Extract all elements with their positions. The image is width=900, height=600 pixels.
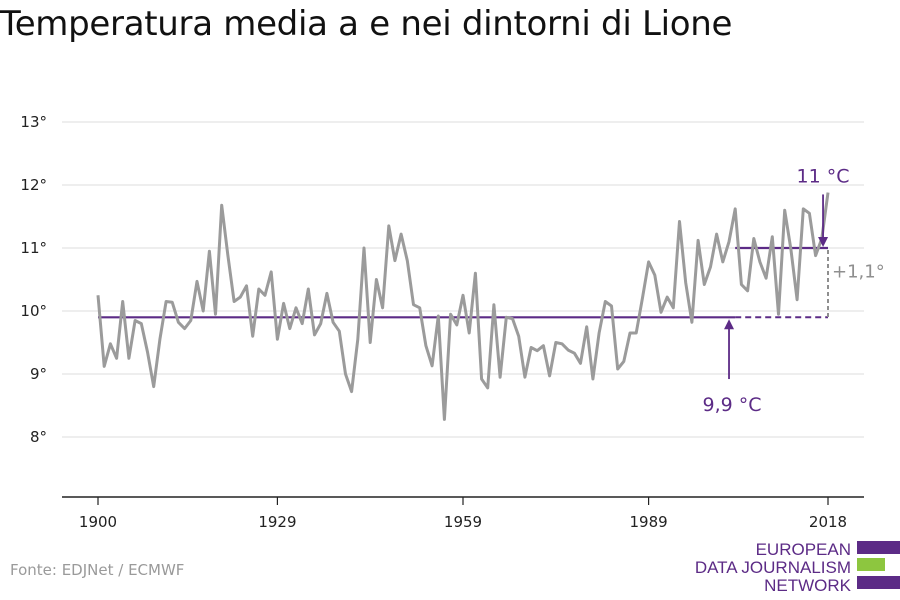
y-axis-ticks: 8° 9° 10° 11° 12° 13° xyxy=(20,113,47,446)
delta-label: +1,1° xyxy=(832,262,885,283)
x-tick-label-1959: 1959 xyxy=(444,513,482,531)
y-tick-label-8: 8° xyxy=(30,428,47,446)
x-tick-label-1900: 1900 xyxy=(79,513,117,531)
logo-bar-bottom xyxy=(857,576,900,589)
recent-average-arrowhead xyxy=(818,237,829,247)
logo-bar-middle xyxy=(857,558,885,571)
gridlines xyxy=(62,121,864,438)
logo-bar-top xyxy=(857,541,900,554)
recent-average-label: 11 °C xyxy=(797,165,850,187)
logo-line-3: NETWORK xyxy=(764,576,852,595)
logo-line-2: DATA JOURNALISM xyxy=(695,558,851,577)
y-tick-label-11: 11° xyxy=(20,239,47,257)
chart-title: Temperatura media a e nei dintorni di Li… xyxy=(0,4,733,44)
y-tick-label-13: 13° xyxy=(20,113,47,131)
logo-line-1: EUROPEAN xyxy=(756,540,851,559)
temperature-series-line xyxy=(96,192,830,421)
x-tick-label-2018: 2018 xyxy=(809,513,847,531)
x-axis: 1900 1929 1959 1989 2018 xyxy=(62,496,864,531)
baseline-average-arrowhead xyxy=(724,319,735,330)
y-tick-label-10: 10° xyxy=(20,302,47,320)
x-tick-label-1929: 1929 xyxy=(258,513,296,531)
y-tick-label-12: 12° xyxy=(20,176,47,194)
x-tick-label-1989: 1989 xyxy=(629,513,667,531)
edjnet-logo: EUROPEAN DATA JOURNALISM NETWORK xyxy=(695,540,900,595)
baseline-average-label: 9,9 °C xyxy=(703,394,762,416)
y-tick-label-9: 9° xyxy=(30,365,47,383)
source-note: Fonte: EDJNet / ECMWF xyxy=(10,561,185,579)
annotations: +1,1° 11 °C 9,9 °C xyxy=(703,165,885,416)
